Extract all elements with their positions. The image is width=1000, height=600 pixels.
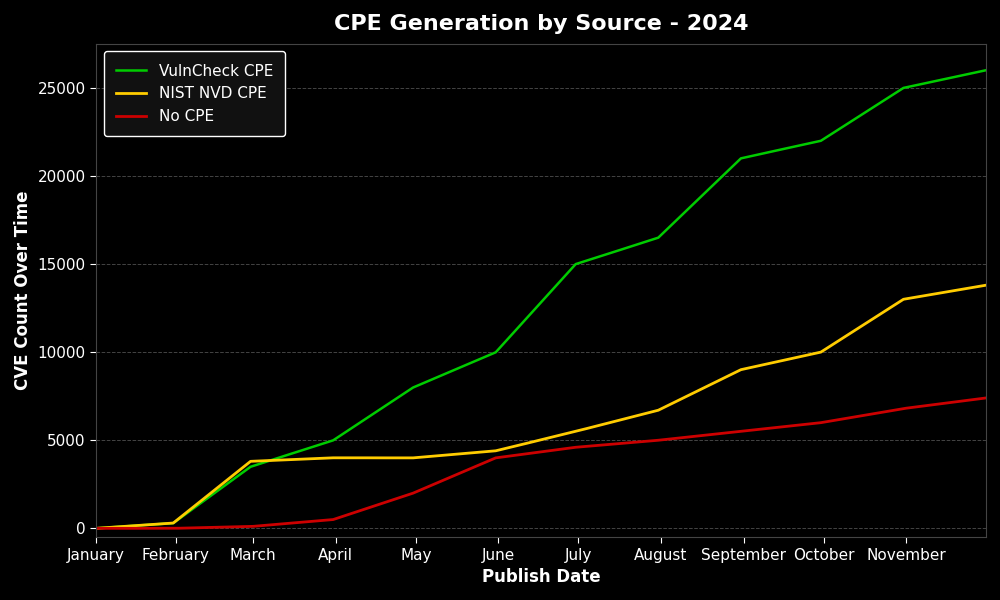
No CPE — [170, 524, 182, 532]
Line: NIST NVD CPE: NIST NVD CPE — [96, 285, 986, 529]
No CPE — [90, 525, 102, 532]
NIST NVD CPE — [820, 345, 832, 352]
Line: VulnCheck CPE: VulnCheck CPE — [96, 70, 986, 529]
Y-axis label: CVE Count Over Time: CVE Count Over Time — [14, 191, 32, 390]
VulnCheck CPE — [980, 67, 992, 74]
VulnCheck CPE — [647, 236, 659, 243]
X-axis label: Publish Date: Publish Date — [482, 568, 600, 586]
NIST NVD CPE — [706, 380, 718, 388]
VulnCheck CPE — [90, 525, 102, 532]
NIST NVD CPE — [167, 520, 179, 527]
NIST NVD CPE — [90, 525, 102, 532]
No CPE — [708, 431, 720, 438]
NIST NVD CPE — [290, 456, 302, 463]
VulnCheck CPE — [706, 183, 718, 190]
VulnCheck CPE — [167, 520, 179, 527]
No CPE — [980, 394, 992, 401]
Title: CPE Generation by Source - 2024: CPE Generation by Source - 2024 — [334, 14, 748, 34]
NIST NVD CPE — [647, 408, 659, 415]
VulnCheck CPE — [290, 449, 302, 456]
VulnCheck CPE — [820, 134, 832, 141]
NIST NVD CPE — [93, 524, 105, 532]
No CPE — [93, 525, 105, 532]
No CPE — [293, 519, 305, 526]
Legend: VulnCheck CPE, NIST NVD CPE, No CPE: VulnCheck CPE, NIST NVD CPE, No CPE — [104, 52, 285, 136]
VulnCheck CPE — [93, 524, 105, 532]
No CPE — [650, 437, 662, 444]
NIST NVD CPE — [980, 281, 992, 289]
No CPE — [823, 418, 835, 425]
No CPE — [154, 525, 166, 532]
Line: No CPE: No CPE — [96, 398, 986, 529]
